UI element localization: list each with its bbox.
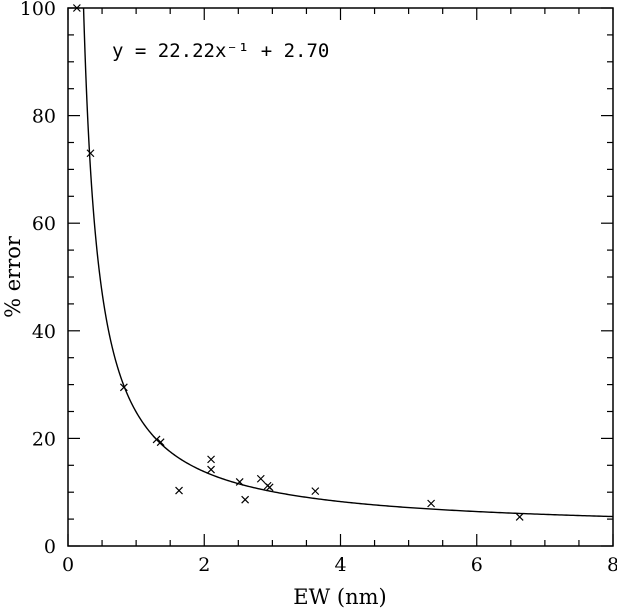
y-axis-label: % error (1, 235, 25, 318)
data-point (256, 474, 265, 483)
data-point (175, 486, 183, 495)
data-point (241, 495, 250, 504)
x-tick-label: 6 (471, 554, 483, 576)
y-tick-label: 60 (32, 213, 56, 235)
y-tick-label: 100 (20, 0, 56, 20)
data-point (311, 487, 320, 496)
x-tick-label: 0 (62, 554, 74, 576)
data-point (265, 483, 274, 492)
fit-equation: y = 22.22x⁻¹ + 2.70 (112, 40, 329, 62)
y-tick-label: 40 (32, 321, 56, 343)
data-point (72, 4, 81, 12)
fit-curve (82, 7, 614, 518)
data-point (119, 383, 128, 392)
data-point (207, 465, 215, 474)
x-axis-label: EW (nm) (293, 585, 386, 609)
data-point (427, 499, 436, 508)
x-tick-label: 8 (607, 554, 617, 576)
data-point (207, 455, 215, 464)
ticks (67, 7, 614, 547)
x-tick-label: 4 (334, 554, 346, 576)
data-point (235, 478, 244, 486)
y-tick-label: 0 (44, 536, 56, 558)
y-tick-label: 20 (32, 428, 56, 450)
plot-frame (67, 7, 614, 547)
x-tick-label: 2 (198, 554, 210, 576)
data-point (86, 149, 95, 158)
data-point (156, 438, 165, 447)
data-point (152, 435, 161, 444)
data-points (72, 4, 524, 521)
y-tick-label: 80 (32, 106, 56, 128)
data-point (515, 513, 524, 521)
